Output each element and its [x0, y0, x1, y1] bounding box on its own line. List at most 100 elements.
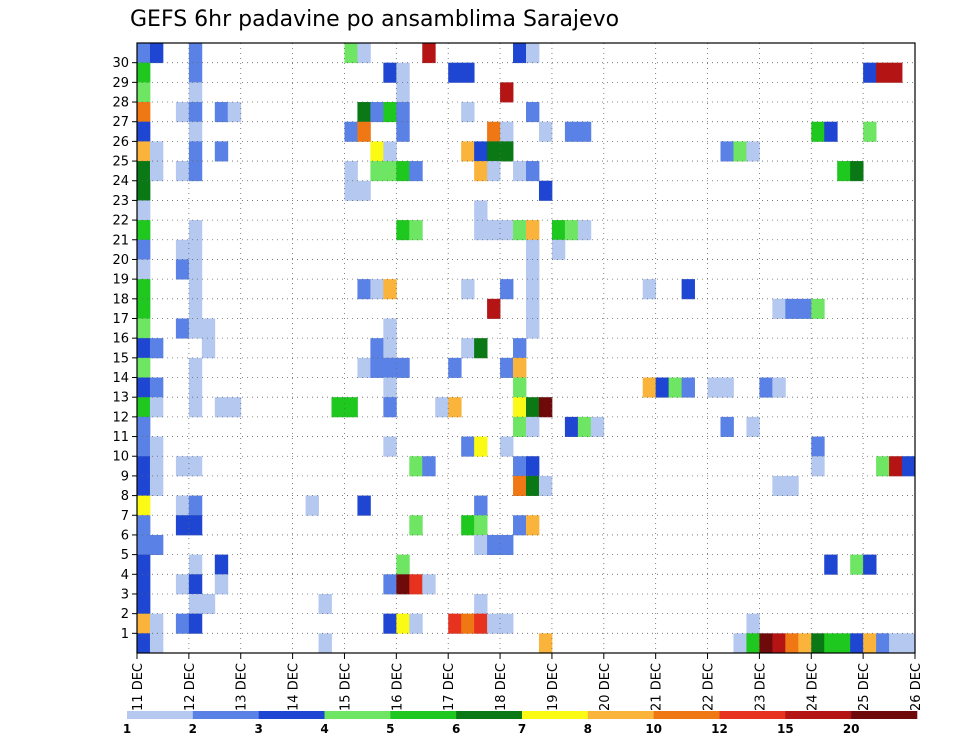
heatmap-cell [500, 279, 514, 300]
heatmap-cell [344, 397, 358, 418]
heatmap-cell [513, 416, 527, 437]
heatmap-cell [175, 515, 190, 536]
heatmap-cell [188, 456, 203, 477]
y-tick-label: 25 [112, 155, 129, 170]
heatmap-cell [383, 397, 397, 418]
colorbar-swatch [192, 711, 259, 719]
heatmap-cell [487, 161, 501, 182]
heatmap-cell [188, 318, 203, 339]
heatmap-cell [137, 456, 151, 477]
heatmap-cell [811, 633, 825, 654]
heatmap-cell [772, 475, 786, 496]
heatmap-cell [370, 279, 384, 300]
colorbar-swatch [390, 711, 457, 719]
heatmap-cell [149, 633, 164, 654]
heatmap-cell [149, 397, 164, 418]
heatmap-cell [487, 121, 501, 142]
heatmap-cell [396, 121, 410, 142]
grid-lines [137, 43, 915, 653]
heatmap-cell [746, 141, 760, 162]
y-tick-label: 6 [121, 528, 129, 543]
heatmap-cell [137, 633, 151, 654]
heatmap-cell [331, 397, 345, 418]
heatmap-cell [526, 475, 540, 496]
heatmap-cell [824, 633, 838, 654]
heatmap-cell [409, 220, 423, 241]
heatmap-cell [188, 397, 203, 418]
heatmap-cell [487, 141, 501, 162]
heatmap-cell [590, 416, 605, 437]
heatmap-cell [824, 121, 838, 142]
heatmap-cell [137, 475, 151, 496]
y-tick-label: 27 [112, 115, 129, 130]
heatmap-cell [551, 239, 566, 260]
heatmap-cell [785, 298, 799, 319]
x-tick-label: 24 DEC [805, 663, 820, 711]
heatmap-cell [344, 161, 358, 182]
heatmap-cell [448, 613, 462, 634]
heatmap-cell [188, 43, 203, 64]
heatmap-cell [383, 338, 397, 359]
heatmap-cell [668, 377, 682, 398]
heatmap-cell [850, 554, 864, 575]
heatmap-cell [188, 239, 203, 260]
heatmap-cell [863, 121, 877, 142]
heatmap-cell [889, 456, 903, 477]
y-tick-label: 30 [112, 56, 129, 71]
heatmap-cell [461, 141, 475, 162]
heatmap-cell [500, 121, 514, 142]
y-tick-label: 2 [121, 607, 129, 622]
heatmap-cell [137, 534, 151, 556]
heatmap-cell [137, 357, 151, 378]
heatmap-cell [396, 574, 410, 595]
heatmap-cell [863, 62, 877, 83]
heatmap-cell [357, 43, 371, 64]
heatmap-cell [137, 43, 151, 64]
heatmap-cell [175, 102, 190, 123]
heatmap-cell [344, 180, 358, 201]
heatmap-cell [305, 495, 319, 516]
heatmap-cell [175, 161, 190, 182]
heatmap-cell [448, 62, 462, 83]
heatmap-cell [396, 357, 410, 378]
heatmap-cell [902, 456, 916, 477]
heatmap-cell [772, 377, 786, 398]
heatmap-cell [137, 82, 151, 103]
heatmap-cell [201, 593, 216, 615]
heatmap-cell [188, 141, 203, 162]
heatmap-cell [500, 357, 514, 378]
heatmap-cell [188, 220, 203, 241]
heatmap-cell [733, 141, 747, 162]
x-tick-label: 26 DEC [909, 663, 924, 711]
heatmap-cell [538, 475, 553, 496]
heatmap-cell [798, 633, 812, 654]
heatmap-cell [811, 121, 825, 142]
heatmap-cell [487, 220, 501, 241]
heatmap-cell [474, 338, 488, 359]
colorbar-label: 20 [843, 722, 860, 736]
heatmap-cell [513, 515, 527, 536]
heatmap-cell [422, 456, 436, 477]
heatmap-cell [526, 456, 540, 477]
y-tick-label: 16 [112, 332, 129, 347]
heatmap-cell [149, 436, 164, 457]
y-tick-label: 13 [112, 391, 129, 406]
heatmap-cell [850, 633, 864, 654]
heatmap-cell [513, 357, 527, 378]
heatmap-cell [487, 613, 501, 634]
heatmap-cell [526, 239, 540, 260]
heatmap-cell [396, 613, 410, 634]
heatmap-cell [461, 102, 475, 123]
heatmap-cell [526, 220, 540, 241]
colorbar-swatch [587, 711, 654, 719]
heatmap-cell [785, 633, 799, 654]
heatmap-cell [474, 613, 488, 634]
y-tick-label: 4 [121, 568, 129, 583]
heatmap-cell [357, 102, 371, 123]
heatmap-cell [149, 161, 164, 182]
heatmap-cell [876, 633, 890, 654]
heatmap-cell [461, 62, 475, 83]
heatmap-cell [837, 633, 851, 654]
heatmap-cell [577, 416, 592, 437]
x-tick-label: 19 DEC [546, 663, 561, 711]
